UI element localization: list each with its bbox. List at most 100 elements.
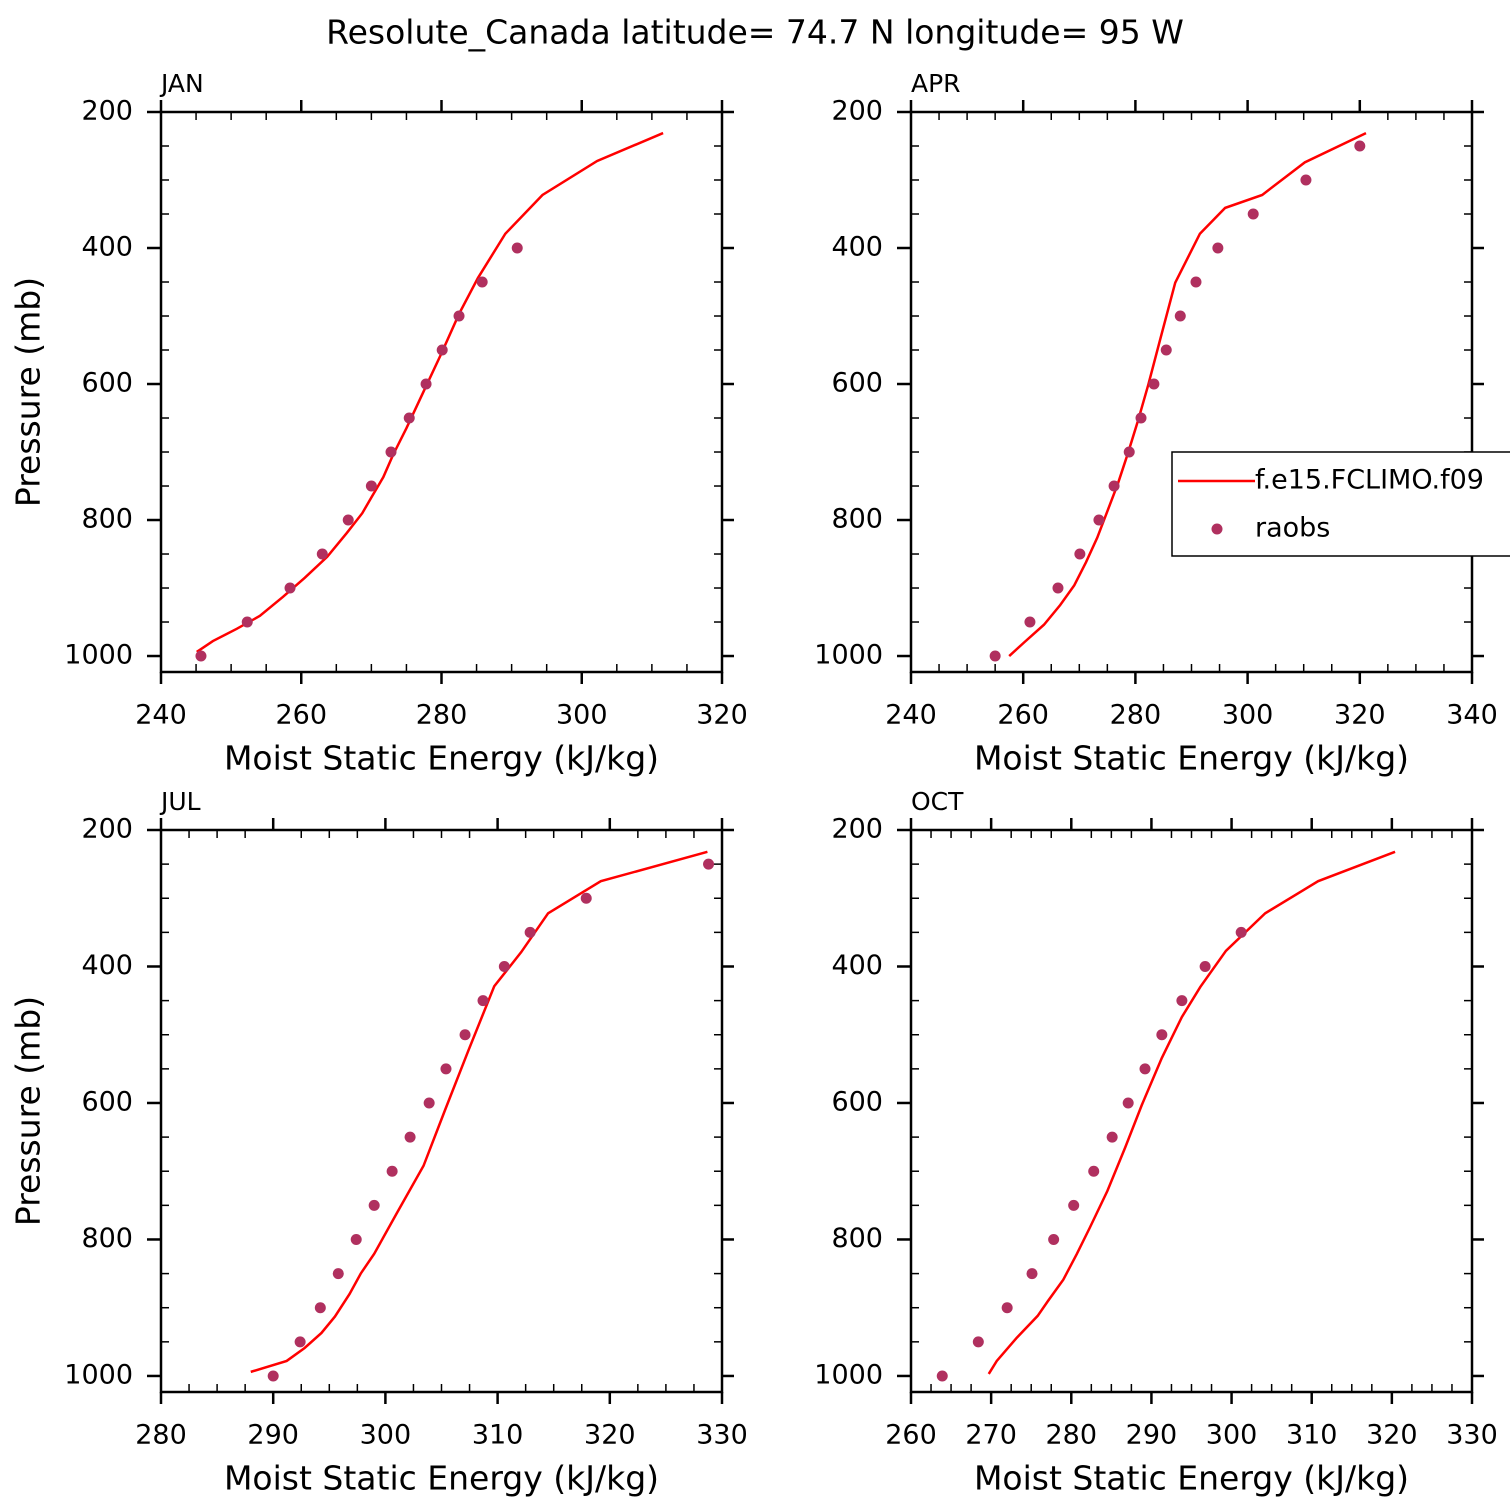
x-tick-label: 240: [885, 700, 937, 731]
x-axis-label: Moist Static Energy (kJ/kg): [224, 1459, 659, 1498]
obs-point: [1235, 926, 1247, 938]
obs-point: [368, 1199, 380, 1211]
panel: APR Moist Static Energy (kJ/kg) 240 260 280 3…: [814, 69, 1510, 778]
y-tick-label: 400: [81, 232, 133, 263]
x-tick-label: 330: [1446, 1420, 1498, 1451]
x-tick-label: 280: [1110, 700, 1162, 731]
x-tick-label: 310: [1286, 1420, 1338, 1451]
obs-point: [511, 242, 523, 254]
model-line: [1008, 131, 1367, 657]
obs-point: [420, 378, 432, 390]
y-tick-label: 1000: [64, 640, 133, 671]
y-tick-label: 800: [831, 1223, 883, 1254]
x-tick-label: 290: [1126, 1420, 1178, 1451]
x-tick-label: 330: [696, 1420, 748, 1451]
obs-point: [1024, 616, 1036, 628]
y-tick-label: 1000: [814, 640, 883, 671]
panel-title: JUL: [159, 787, 201, 816]
plot-frame: [909, 828, 1474, 1394]
y-tick-label: 600: [81, 368, 133, 399]
x-tick-label: 300: [1206, 1420, 1258, 1451]
obs-point: [703, 858, 715, 870]
y-tick-label: 600: [831, 368, 883, 399]
plot-frame: [909, 110, 1474, 674]
obs-point: [365, 480, 377, 492]
obs-point: [936, 1370, 948, 1382]
y-tick-label: 1000: [64, 1359, 133, 1390]
x-tick-label: 300: [1222, 700, 1274, 731]
obs-point: [1190, 276, 1202, 288]
obs-point: [1156, 1029, 1168, 1041]
x-tick-label: 300: [556, 700, 608, 731]
y-tick-label: 800: [831, 504, 883, 535]
x-tick-label: 260: [997, 700, 1049, 731]
obs-point: [1148, 378, 1160, 390]
x-tick-label: 260: [275, 700, 327, 731]
obs-point: [386, 1165, 398, 1177]
y-tick-label: 1000: [814, 1359, 883, 1390]
obs-point: [1199, 960, 1211, 972]
y-axis-label: Pressure (mb): [9, 277, 48, 507]
obs-point: [580, 892, 592, 904]
obs-point: [1108, 480, 1120, 492]
panel-title: APR: [911, 69, 961, 98]
obs-point: [241, 616, 253, 628]
obs-point: [195, 650, 207, 662]
obs-point: [1106, 1131, 1118, 1143]
y-tick-label: 400: [81, 950, 133, 981]
obs-point: [350, 1233, 362, 1245]
obs-point: [284, 582, 296, 594]
model-line: [196, 131, 664, 653]
legend-marker: [1211, 523, 1223, 535]
y-tick-label: 200: [831, 814, 883, 845]
y-tick-label: 200: [81, 814, 133, 845]
x-tick-label: 310: [472, 1420, 524, 1451]
y-tick-label: 800: [81, 504, 133, 535]
obs-point: [404, 1131, 416, 1143]
obs-point: [403, 412, 415, 424]
y-tick-label: 400: [831, 232, 883, 263]
obs-point: [1123, 446, 1135, 458]
obs-point: [1176, 995, 1188, 1007]
figure-title: Resolute_Canada latitude= 74.7 N longitu…: [326, 13, 1184, 52]
obs-point: [1139, 1063, 1151, 1075]
obs-point: [1212, 242, 1224, 254]
obs-point: [332, 1268, 344, 1280]
x-tick-label: 280: [416, 700, 468, 731]
x-axis-label: Moist Static Energy (kJ/kg): [224, 739, 659, 778]
y-tick-label: 600: [831, 1086, 883, 1117]
obs-point: [1135, 412, 1147, 424]
obs-point: [498, 960, 510, 972]
y-tick-label: 400: [831, 950, 883, 981]
x-tick-label: 320: [1334, 700, 1386, 731]
obs-point: [314, 1302, 326, 1314]
obs-point: [316, 548, 328, 560]
x-axis-label: Moist Static Energy (kJ/kg): [974, 1459, 1409, 1498]
x-tick-label: 320: [696, 700, 748, 731]
obs-point: [440, 1063, 452, 1075]
obs-point: [989, 650, 1001, 662]
x-tick-label: 260: [885, 1420, 937, 1451]
panel: OCT Moist Static Energy (kJ/kg) 260 270 280 2…: [814, 787, 1497, 1498]
obs-point: [1354, 140, 1366, 152]
obs-point: [1068, 1199, 1080, 1211]
panel: JAN Moist Static Energy (kJ/kg) Pressure (…: [9, 69, 748, 778]
x-tick-label: 320: [1366, 1420, 1418, 1451]
x-axis-label: Moist Static Energy (kJ/kg): [974, 739, 1409, 778]
obs-point: [1026, 1268, 1038, 1280]
obs-point: [524, 926, 536, 938]
x-tick-label: 290: [247, 1420, 299, 1451]
y-tick-label: 600: [81, 1086, 133, 1117]
legend-label: raobs: [1255, 513, 1330, 544]
y-tick-label: 200: [81, 96, 133, 127]
obs-point: [459, 1029, 471, 1041]
panel-title: OCT: [911, 787, 964, 816]
y-axis-label: Pressure (mb): [9, 996, 48, 1226]
obs-point: [342, 514, 354, 526]
obs-point: [1122, 1097, 1134, 1109]
obs-point: [1001, 1302, 1013, 1314]
obs-point: [453, 310, 465, 322]
obs-point: [294, 1336, 306, 1348]
